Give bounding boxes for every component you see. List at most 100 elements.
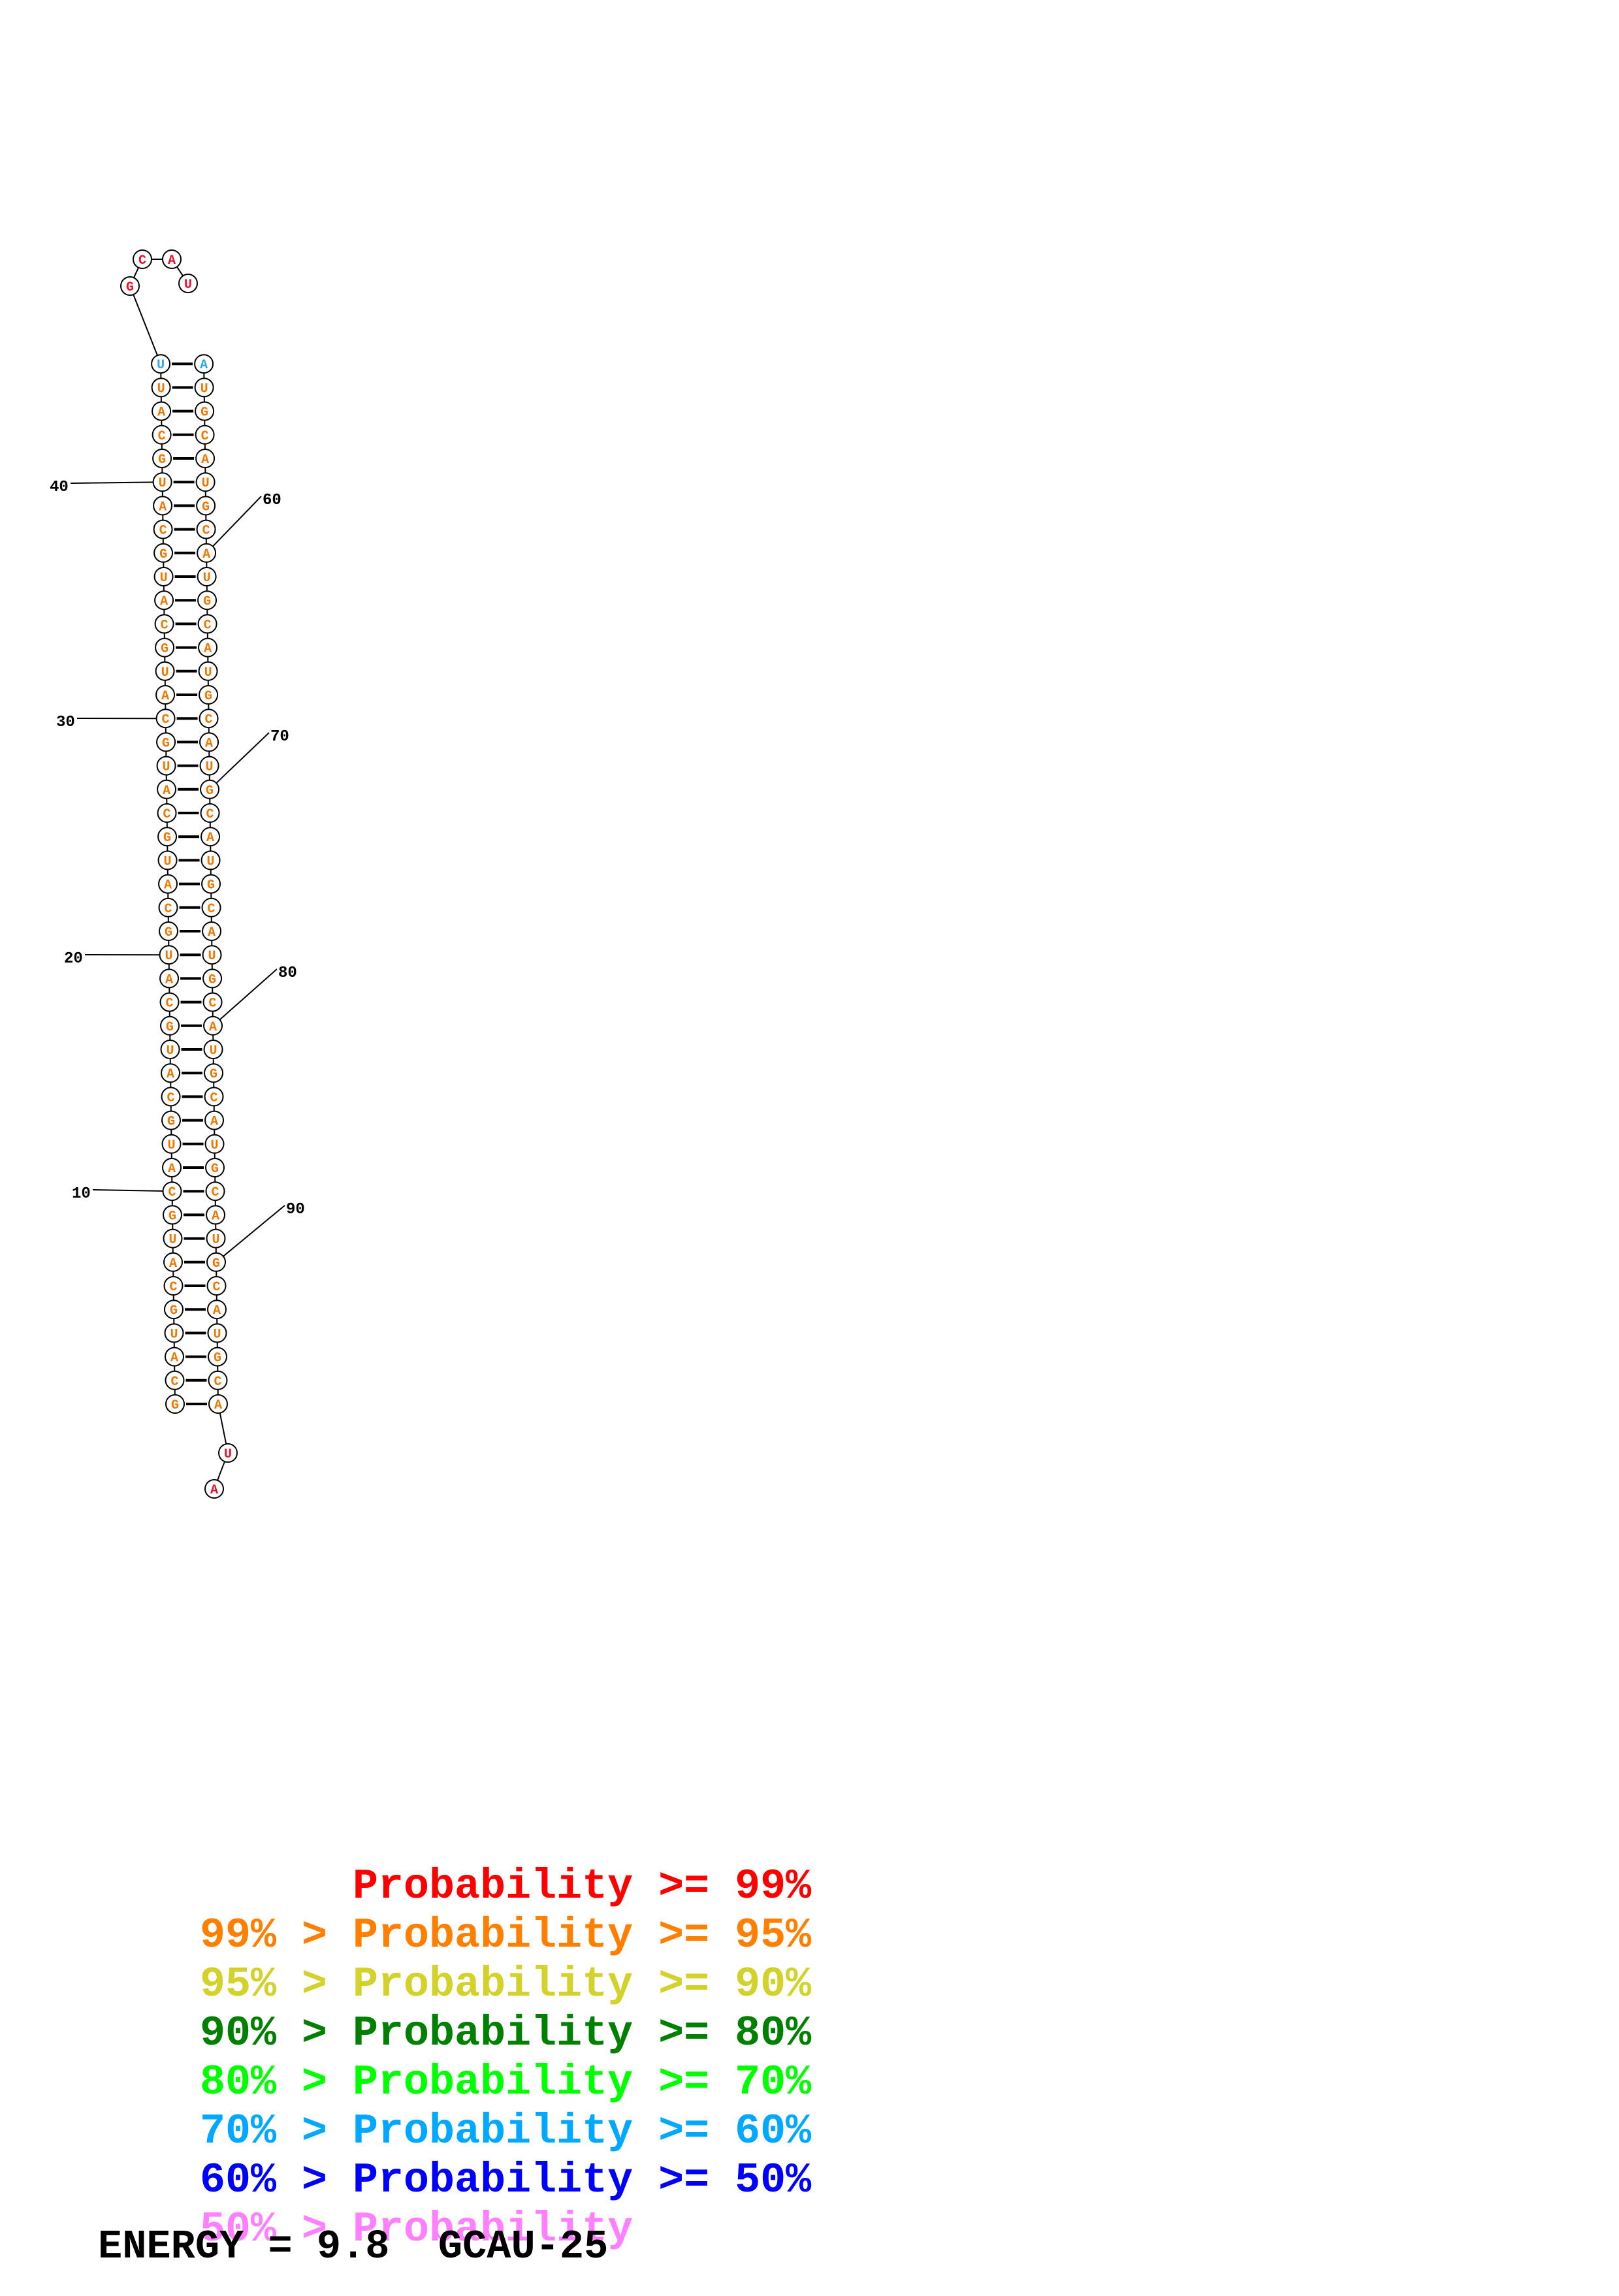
nucleotide-8: U — [164, 1230, 182, 1248]
nucleotide-letter: G — [202, 500, 210, 515]
nucleotide-letter: A — [165, 972, 173, 987]
nucleotide-65: U — [199, 662, 217, 680]
nucleotide-letter: G — [212, 1256, 220, 1271]
nucleotide-97: U — [219, 1444, 237, 1462]
nucleotide-88: A — [206, 1205, 225, 1224]
nucleotide-85: U — [206, 1135, 224, 1153]
nucleotide-23: A — [159, 875, 177, 893]
nucleotide-letter: U — [164, 854, 172, 869]
nucleotide-letter: U — [208, 949, 216, 964]
nucleotide-letter: A — [167, 1067, 174, 1082]
nucleotide-11: A — [163, 1158, 181, 1177]
energy-label: ENERGY = 9.8 GCAU-25 — [98, 2224, 608, 2270]
nucleotide-letter: C — [206, 807, 214, 822]
nucleotide-27: A — [157, 780, 176, 799]
index-tick-line — [216, 1205, 285, 1262]
nucleotide-letter: A — [170, 1351, 178, 1366]
nucleotide-letter: C — [163, 807, 171, 822]
index-label-70: 70 — [270, 728, 289, 746]
nucleotide-letter: G — [210, 1067, 217, 1082]
nucleotide-letter: G — [203, 594, 211, 609]
nucleotide-letter: A — [204, 642, 212, 657]
nucleotide-82: G — [204, 1064, 223, 1082]
nucleotide-7: A — [164, 1253, 182, 1271]
nucleotide-letter: C — [158, 429, 166, 444]
nucleotide-letter: C — [161, 618, 168, 633]
nucleotide-37: G — [154, 544, 172, 562]
nucleotide-letter: U — [184, 278, 192, 293]
nucleotide-letter: U — [200, 381, 208, 396]
nucleotide-letter: A — [210, 1483, 218, 1498]
nucleotide-letter: C — [167, 1091, 175, 1106]
nucleotide-89: U — [207, 1230, 225, 1248]
nucleotide-letter: A — [163, 784, 170, 799]
nucleotide-letter: A — [205, 736, 213, 751]
nucleotide-letter: G — [165, 925, 172, 940]
nucleotide-17: G — [161, 1017, 179, 1035]
nucleotide-letter: A — [200, 358, 208, 373]
nucleotide-59: C — [197, 520, 216, 539]
nucleotide-letter: A — [159, 500, 167, 515]
nucleotide-letter: U — [163, 760, 170, 775]
nucleotide-letter: A — [168, 1162, 176, 1177]
nucleotide-68: A — [200, 733, 218, 751]
nucleotide-21: G — [159, 922, 178, 940]
nucleotide-81: U — [204, 1040, 223, 1059]
nucleotide-letter: A — [160, 594, 168, 609]
nucleotide-75: C — [202, 899, 221, 917]
nucleotide-10: C — [163, 1182, 182, 1200]
nucleotide-letter: G — [171, 1398, 179, 1413]
nucleotide-letter: C — [168, 1185, 176, 1200]
nucleotide-79: C — [204, 993, 222, 1012]
nucleotide-letter: A — [210, 1115, 218, 1130]
nucleotide-letter: U — [203, 571, 211, 586]
nucleotide-letter: C — [208, 902, 216, 917]
nucleotide-96: A — [209, 1395, 227, 1413]
nucleotide-letter: G — [158, 453, 166, 468]
nucleotide-93: U — [208, 1324, 227, 1342]
nucleotide-86: G — [206, 1158, 224, 1177]
nucleotide-letter: U — [157, 358, 165, 373]
nucleotide-49: U — [179, 274, 197, 293]
index-label-60: 60 — [263, 492, 281, 509]
nucleotide-letter: G — [211, 1162, 219, 1177]
nucleotide-letter: U — [206, 760, 214, 775]
nucleotide-letter: U — [207, 854, 215, 869]
nucleotide-letter: U — [202, 476, 210, 491]
nucleotide-letter: U — [160, 571, 168, 586]
nucleotide-69: U — [200, 757, 219, 775]
nucleotide-letter: U — [169, 1233, 177, 1248]
nucleotide-43: A — [152, 402, 170, 421]
nucleotide-62: G — [198, 591, 216, 609]
index-label-40: 40 — [50, 479, 69, 496]
nucleotide-2: C — [166, 1371, 184, 1390]
nucleotide-letter: A — [201, 453, 209, 468]
nucleotide-24: U — [159, 851, 177, 869]
nucleotide-67: C — [200, 709, 218, 727]
nucleotide-letter: G — [214, 1351, 221, 1366]
nucleotide-letter: U — [159, 476, 167, 491]
nucleotide-letter: G — [200, 406, 208, 421]
nucleotide-48: A — [163, 250, 181, 268]
nucleotide-47: C — [133, 250, 152, 268]
nucleotide-36: U — [155, 567, 173, 586]
backbone-segment — [217, 1461, 225, 1480]
backbone-segment — [220, 1413, 227, 1444]
nucleotide-19: A — [160, 969, 178, 987]
nucleotide-letter: A — [168, 253, 176, 268]
index-tick-line — [213, 969, 277, 1026]
nucleotide-26: C — [158, 804, 176, 822]
nucleotide-30: C — [157, 709, 175, 727]
backbone-segment — [133, 295, 157, 355]
nucleotide-letter: G — [170, 1303, 178, 1318]
nucleotide-letter: C — [205, 712, 213, 727]
nucleotide-letter: A — [206, 831, 214, 846]
nucleotide-29: G — [157, 733, 175, 751]
nucleotide-42: C — [153, 426, 171, 444]
nucleotide-91: C — [208, 1277, 226, 1295]
nucleotide-16: U — [161, 1040, 180, 1059]
nucleotide-letter: C — [170, 1280, 178, 1295]
nucleotide-5: G — [165, 1300, 183, 1318]
nucleotide-letter: C — [166, 997, 174, 1012]
